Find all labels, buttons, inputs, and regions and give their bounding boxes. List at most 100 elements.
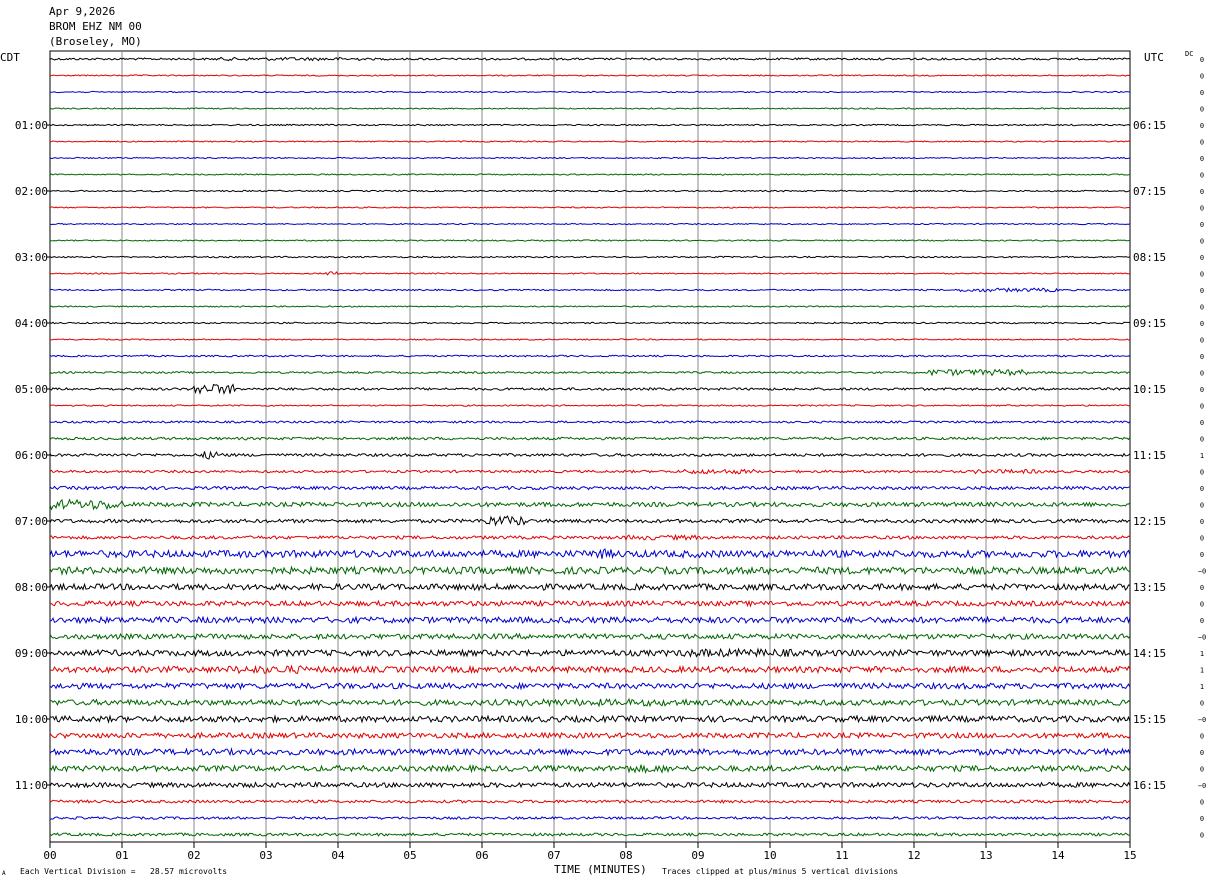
- trace-line: [49, 533, 1131, 542]
- right-hour-label: 14:15: [1133, 647, 1166, 660]
- trace-line: [49, 485, 1131, 491]
- x-tick-label: 15: [1123, 849, 1136, 862]
- trace-line: [49, 338, 1131, 341]
- x-tick-label: 12: [907, 849, 920, 862]
- trace-line: [49, 107, 1131, 110]
- trace-line: [49, 156, 1131, 160]
- dc-offset-label: 1: [1200, 650, 1204, 658]
- x-axis-title: TIME (MINUTES): [554, 863, 647, 876]
- left-hour-label: 10:00: [15, 713, 48, 726]
- dc-offset-label: −0: [1198, 568, 1206, 576]
- trace-line: [49, 74, 1131, 77]
- header-station: BROM EHZ NM 00: [49, 20, 142, 33]
- x-tick-label: 00: [43, 849, 56, 862]
- left-hour-label: 01:00: [15, 119, 48, 132]
- header-date: Apr 9,2026: [49, 5, 116, 18]
- dc-offset-label: 0: [1200, 122, 1204, 130]
- left-hour-label: 09:00: [15, 647, 48, 660]
- trace-line: [50, 599, 1131, 608]
- dc-offset-label: 0: [1200, 56, 1204, 64]
- trace-line: [49, 763, 1131, 775]
- right-hour-label: 07:15: [1133, 185, 1166, 198]
- dc-offset-label: 0: [1200, 584, 1204, 592]
- x-tick-label: 09: [691, 849, 704, 862]
- right-hour-label: 15:15: [1133, 713, 1166, 726]
- dc-offset-label: 0: [1200, 188, 1204, 196]
- dc-offset-label: 0: [1200, 799, 1204, 807]
- left-hour-label: 07:00: [15, 515, 48, 528]
- corner-mark: A: [2, 870, 6, 877]
- clip-note: Traces clipped at plus/minus 5 vertical …: [662, 867, 899, 876]
- dc-offset-label: −0: [1198, 634, 1206, 642]
- left-hour-label: 05:00: [15, 383, 48, 396]
- trace-line: [49, 123, 1131, 127]
- trace-line: [49, 799, 1131, 804]
- dc-offset-label: 0: [1200, 617, 1204, 625]
- trace-line: [49, 56, 1131, 62]
- trace-line: [49, 436, 1131, 441]
- trace-line: [49, 287, 1131, 293]
- x-tick-label: 11: [835, 849, 848, 862]
- left-hour-label: 11:00: [15, 779, 48, 792]
- dc-offset-label: 0: [1200, 238, 1204, 246]
- x-tick-label: 07: [547, 849, 560, 862]
- right-hour-label: 11:15: [1133, 449, 1166, 462]
- left-hour-label: 03:00: [15, 251, 48, 264]
- trace-line: [49, 697, 1131, 708]
- trace-line: [50, 90, 1131, 94]
- trace-line: [49, 404, 1131, 407]
- trace-line: [49, 731, 1131, 740]
- trace-line: [49, 140, 1131, 143]
- dc-offset-label: 0: [1200, 155, 1204, 163]
- trace-line: [49, 515, 1131, 527]
- trace-line: [49, 548, 1131, 560]
- dc-offset-label: 0: [1200, 419, 1204, 427]
- dc-offset-label: 1: [1200, 683, 1204, 691]
- dc-offset-label: 0: [1200, 403, 1204, 411]
- header-location: (Broseley, MO): [49, 35, 142, 48]
- right-hour-label: 10:15: [1133, 383, 1166, 396]
- trace-line: [49, 354, 1131, 358]
- trace-line: [49, 305, 1131, 308]
- dc-offset-label: 0: [1200, 485, 1204, 493]
- dc-label: DC: [1185, 50, 1194, 58]
- trace-line: [49, 468, 1131, 475]
- right-timezone: UTC: [1144, 51, 1164, 64]
- dc-offset-label: 1: [1200, 667, 1204, 675]
- trace-line: [49, 420, 1131, 424]
- x-tick-label: 06: [475, 849, 488, 862]
- dc-offset-label: 0: [1200, 733, 1204, 741]
- trace-line: [49, 383, 1131, 395]
- trace-line: [49, 239, 1131, 242]
- trace-line: [49, 647, 1131, 658]
- dc-offset-label: 0: [1200, 749, 1204, 757]
- x-tick-label: 01: [115, 849, 128, 862]
- dc-offset-label: 0: [1200, 139, 1204, 147]
- trace-line: [49, 615, 1131, 625]
- dc-offset-label: 0: [1200, 221, 1204, 229]
- scale-note: Each Vertical Division = 28.57 microvolt…: [20, 867, 228, 876]
- trace-line: [49, 632, 1131, 641]
- x-tick-label: 04: [331, 849, 345, 862]
- trace-line: [49, 173, 1130, 176]
- trace-line: [49, 189, 1131, 193]
- dc-offset-label: 1: [1200, 452, 1204, 460]
- dc-offset-label: 0: [1200, 254, 1204, 262]
- dc-offset-label: 0: [1200, 436, 1204, 444]
- trace-line: [49, 681, 1131, 691]
- trace-line: [49, 565, 1131, 576]
- trace-line: [49, 832, 1131, 837]
- x-tick-label: 03: [259, 849, 272, 862]
- right-hour-label: 12:15: [1133, 515, 1166, 528]
- left-hour-label: 02:00: [15, 185, 48, 198]
- trace-line: [49, 498, 1131, 511]
- trace-line: [49, 222, 1131, 226]
- x-tick-label: 13: [979, 849, 992, 862]
- dc-offset-label: 0: [1200, 271, 1204, 279]
- x-tick-label: 05: [403, 849, 416, 862]
- dc-offset-label: 0: [1200, 502, 1204, 510]
- dc-offset-label: 0: [1200, 106, 1204, 114]
- dc-offset-label: 0: [1200, 353, 1204, 361]
- x-tick-label: 14: [1051, 849, 1065, 862]
- trace-line: [49, 781, 1131, 789]
